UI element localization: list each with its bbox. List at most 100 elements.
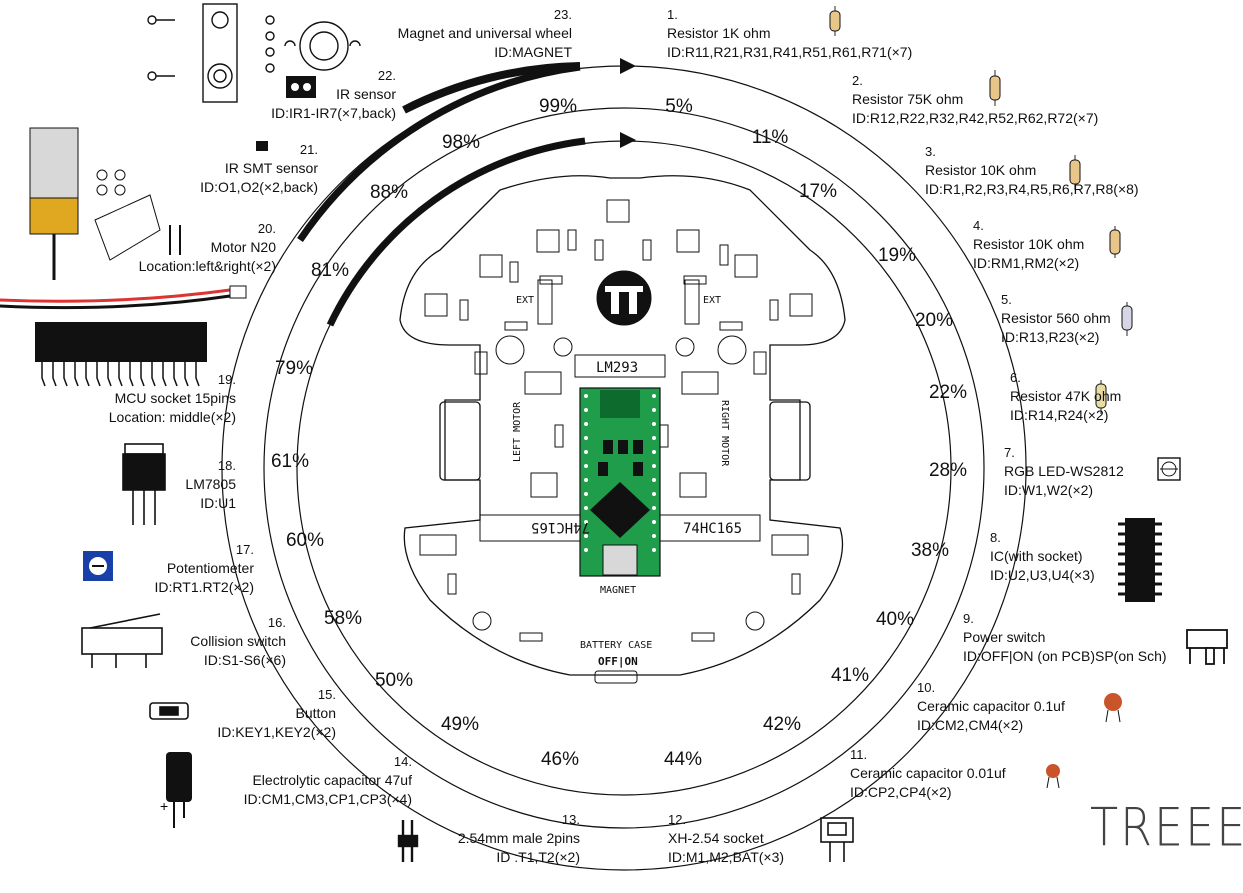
component-label-3: 3. Resistor 10K ohm ID:R1,R2,R3,R4,R5,R6,R…: [925, 144, 1139, 197]
component-label-4: 4. Resistor 10K ohm ID:RM1,RM2(×2): [973, 218, 1085, 271]
electrolytic-capacitor-icon: +: [160, 752, 192, 828]
collision-switch-icon: [81, 613, 163, 668]
ir-smt-sensor-icon: [256, 141, 268, 151]
component-label-18: 18. LM7805 ID:U1: [185, 458, 236, 511]
universal-wheel-icon: [147, 3, 361, 103]
pcb-right-motor: RIGHT MOTOR: [719, 400, 730, 467]
resistor-icon: [829, 6, 1133, 414]
component-label-5: 5. Resistor 560 ohm ID:R13,R23(×2): [1001, 292, 1111, 345]
socket-pin: [140, 362, 145, 387]
socket-pin: [41, 362, 46, 387]
socket-pin: [195, 362, 200, 387]
svg-text:+: +: [160, 798, 168, 814]
component-label-11: 11. Ceramic capacitor 0.01uf ID:CP2,CP4(×2…: [850, 747, 1006, 800]
percent-labels: 5% 11% 17% 19% 20% 22% 28% 38% 40% 41% 42% 44% 46% 49…: [271, 96, 967, 770]
socket-pin: [74, 362, 79, 387]
percent-label: 81%: [311, 260, 349, 281]
percent-label: 22%: [929, 382, 967, 403]
percent-label: 42%: [763, 714, 801, 735]
percent-label: 98%: [442, 132, 480, 153]
component-label-6: 6. Resistor 47K ohm ID:R14,R24(×2): [1010, 370, 1122, 423]
brand-logo: TREEE: [1090, 795, 1243, 859]
component-label-21: 21. IR SMT sensor ID:O1,O2(×2,back): [200, 142, 318, 195]
pcb-battery-label: BATTERY CASE: [580, 640, 652, 651]
percent-label: 99%: [539, 96, 577, 117]
component-label-20: 20. Motor N20 Location:left&right(×2): [138, 221, 276, 274]
component-label-10: 10. Ceramic capacitor 0.1uf ID:CM2,CM4(×2): [917, 680, 1065, 733]
percent-label: 50%: [375, 670, 413, 691]
pcb-regulator: LM293: [596, 360, 638, 376]
motor-icon: [0, 127, 247, 310]
percent-label: 60%: [286, 530, 324, 551]
pcb-chip-right: 74HC165: [683, 521, 742, 537]
percent-label: 17%: [799, 181, 837, 202]
percent-label: 41%: [831, 665, 869, 686]
rgb-led-icon: [1157, 457, 1181, 481]
percent-label: 38%: [911, 540, 949, 561]
percent-label: 58%: [324, 608, 362, 629]
socket-pin: [118, 362, 123, 387]
component-label-9: 9. Power switch ID:OFF|ON (on PCB)SP(on Sc…: [963, 611, 1167, 664]
percent-label: 11%: [752, 127, 789, 148]
component-label-16: 16. Collision switch ID:S1-S6(×6): [190, 615, 286, 668]
component-label-1: 1. Resistor 1K ohm ID:R11,R21,R31,R41,R51,…: [667, 7, 913, 60]
voltage-regulator-icon: [122, 443, 166, 525]
percent-label: 61%: [271, 451, 309, 472]
pcb-chip-left: 74HC165: [531, 519, 590, 535]
percent-label: 79%: [275, 358, 313, 379]
mcu-board: [579, 387, 661, 577]
pcb-board: [399, 175, 846, 676]
percent-label: 46%: [541, 749, 579, 770]
component-label-14: 14. Electrolytic capacitor 47uf ID:CM1,CM3…: [243, 754, 412, 807]
percent-label: 20%: [915, 310, 953, 331]
component-label-7: 7. RGB LED-WS2812 ID:W1,W2(×2): [1004, 445, 1124, 498]
male-pin-header-icon: [397, 820, 419, 862]
pcb-ext-right: EXT: [703, 295, 721, 306]
socket-pin: [85, 362, 90, 387]
socket-pin: [52, 362, 57, 387]
mcu-socket-icon: [35, 322, 207, 387]
socket-pin: [96, 362, 101, 387]
percent-label: 28%: [929, 460, 967, 481]
pcb-magnet-label: MAGNET: [600, 585, 636, 596]
pcb-power-label: OFF|ON: [598, 655, 638, 668]
percent-label: 40%: [876, 609, 914, 630]
ir-sensor-icon: [286, 76, 316, 98]
component-label-22: 22. IR sensor ID:IR1-IR7(×7,back): [271, 68, 396, 121]
outer-progress-ring: [263, 107, 985, 829]
component-label-19: 19. MCU socket 15pins Location: middle(×2): [108, 372, 236, 425]
component-label-13: 13. 2.54mm male 2pins ID :T1,T2(×2): [457, 812, 580, 865]
socket-pin: [162, 362, 167, 387]
socket-pin: [63, 362, 68, 387]
component-label-17: 17. Potentiometer ID:RT1.RT2(×2): [154, 542, 254, 595]
socket-pin: [107, 362, 112, 387]
component-label-15: 15. Button ID:KEY1,KEY2(×2): [217, 687, 336, 740]
socket-pin: [184, 362, 189, 387]
percent-label: 44%: [664, 749, 702, 770]
component-label-12: 12. XH-2.54 socket ID:M1,M2,BAT(×3): [668, 812, 785, 865]
percent-label: 49%: [441, 714, 479, 735]
ic-chip-icon: [1118, 518, 1162, 602]
socket-pin: [129, 362, 134, 387]
pcb-ext-left: EXT: [516, 295, 534, 306]
xh-socket-icon: [820, 817, 854, 862]
magnet-icon: [605, 286, 643, 314]
socket-pin: [151, 362, 156, 387]
potentiometer-icon: [83, 551, 113, 581]
tact-button-icon: [149, 702, 189, 720]
component-label-23: 23. Magnet and universal wheel ID:MAGNET: [397, 7, 572, 60]
pcb-left-motor: LEFT MOTOR: [512, 401, 523, 462]
percent-label: 88%: [370, 182, 408, 203]
component-label-2: 2. Resistor 75K ohm ID:R12,R22,R32,R42,R52…: [852, 73, 1099, 126]
socket-pin: [173, 362, 178, 387]
pcb-components: [419, 199, 813, 684]
component-label-8: 8. IC(with socket) ID:U2,U3,U4(×3): [990, 530, 1095, 583]
power-switch-icon: [1186, 629, 1228, 665]
percent-label: 5%: [665, 96, 693, 117]
percent-label: 19%: [878, 245, 916, 266]
start-arrow-icon: [620, 132, 636, 148]
ceramic-capacitor-icon: [1046, 693, 1122, 789]
